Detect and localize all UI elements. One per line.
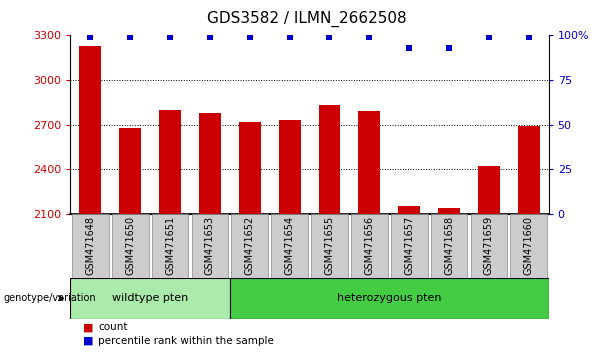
- Text: genotype/variation: genotype/variation: [3, 293, 96, 303]
- Bar: [359, 112, 380, 214]
- Point: [364, 34, 374, 40]
- Bar: [152, 214, 188, 278]
- Text: ■: ■: [83, 336, 93, 346]
- Point: [444, 45, 454, 51]
- Text: GSM471654: GSM471654: [284, 216, 295, 275]
- Point: [524, 34, 533, 40]
- Text: GSM471648: GSM471648: [85, 216, 96, 275]
- Point: [205, 34, 215, 40]
- Bar: [239, 122, 261, 214]
- Bar: [471, 214, 507, 278]
- Point: [405, 45, 414, 51]
- Point: [86, 34, 96, 40]
- Bar: [311, 214, 348, 278]
- Text: GSM471651: GSM471651: [165, 216, 175, 275]
- Point: [325, 34, 335, 40]
- Bar: [431, 214, 467, 278]
- Bar: [279, 120, 300, 214]
- Bar: [398, 206, 420, 214]
- Bar: [272, 214, 308, 278]
- Text: GSM471660: GSM471660: [524, 216, 534, 275]
- Text: percentile rank within the sample: percentile rank within the sample: [98, 336, 274, 346]
- Bar: [351, 214, 387, 278]
- Bar: [518, 126, 539, 214]
- Bar: [391, 214, 427, 278]
- Bar: [120, 128, 141, 214]
- Bar: [159, 110, 181, 214]
- Text: wildtype pten: wildtype pten: [112, 293, 188, 303]
- Bar: [112, 214, 148, 278]
- Text: GDS3582 / ILMN_2662508: GDS3582 / ILMN_2662508: [207, 11, 406, 27]
- Bar: [319, 105, 340, 214]
- Text: GSM471650: GSM471650: [125, 216, 135, 275]
- Bar: [438, 208, 460, 214]
- Point: [284, 34, 294, 40]
- Bar: [230, 278, 549, 319]
- Bar: [478, 166, 500, 214]
- Text: GSM471658: GSM471658: [444, 216, 454, 275]
- Text: GSM471656: GSM471656: [364, 216, 375, 275]
- Point: [484, 34, 494, 40]
- Point: [245, 34, 255, 40]
- Bar: [511, 214, 547, 278]
- Text: GSM471655: GSM471655: [324, 216, 335, 275]
- Bar: [70, 278, 230, 319]
- Text: heterozygous pten: heterozygous pten: [337, 293, 441, 303]
- Text: GSM471659: GSM471659: [484, 216, 494, 275]
- Bar: [80, 46, 101, 214]
- Bar: [199, 113, 221, 214]
- Bar: [232, 214, 268, 278]
- Point: [166, 34, 175, 40]
- Bar: [72, 214, 109, 278]
- Bar: [192, 214, 228, 278]
- Text: GSM471653: GSM471653: [205, 216, 215, 275]
- Text: count: count: [98, 322, 128, 332]
- Point: [125, 34, 135, 40]
- Text: GSM471652: GSM471652: [245, 216, 255, 275]
- Text: ■: ■: [83, 322, 93, 332]
- Text: GSM471657: GSM471657: [404, 216, 414, 275]
